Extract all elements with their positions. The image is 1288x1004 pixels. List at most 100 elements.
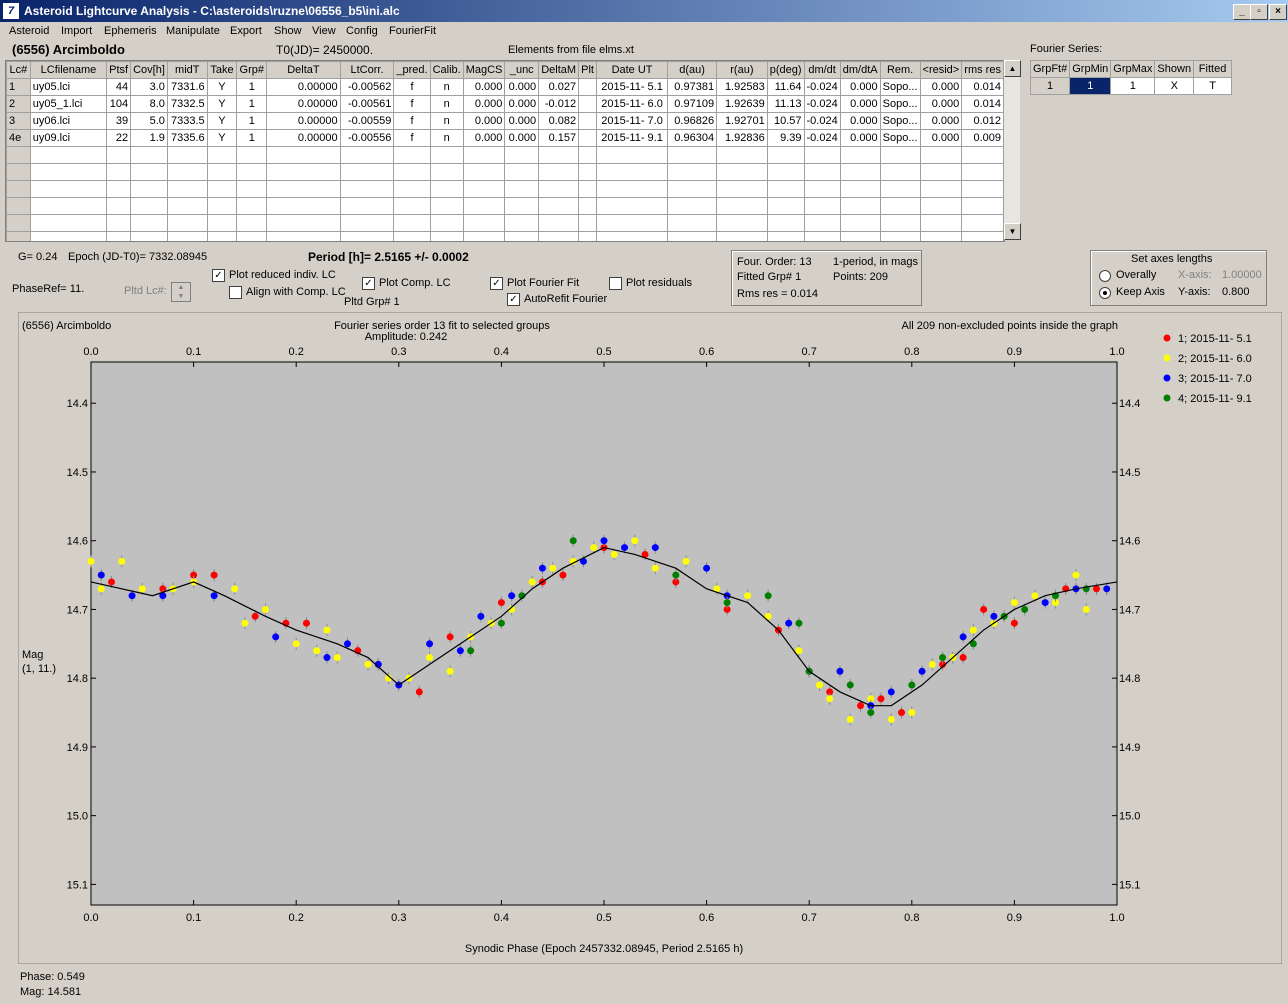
empty-cell[interactable] [803, 163, 841, 181]
empty-cell[interactable] [879, 180, 921, 198]
table-cell[interactable]: 2015-11- 6.0 [596, 95, 669, 113]
table-cell[interactable]: 0.00000 [266, 78, 341, 96]
empty-cell[interactable] [206, 146, 238, 164]
table-cell[interactable]: -0.00556 [339, 129, 395, 147]
table-cell[interactable]: 7335.6 [166, 129, 208, 147]
empty-cell[interactable] [839, 197, 881, 215]
table-cell[interactable]: 0.014 [961, 78, 1004, 96]
fs-cell-grpft[interactable]: 1 [1029, 77, 1071, 95]
autorefit-checkbox[interactable]: ✓ [507, 293, 520, 306]
empty-cell[interactable] [716, 163, 768, 181]
empty-cell[interactable] [339, 146, 395, 164]
empty-cell[interactable] [919, 231, 963, 241]
empty-cell[interactable] [538, 197, 580, 215]
table-cell[interactable]: 0.000 [919, 78, 963, 96]
table-cell[interactable]: 104 [106, 95, 132, 113]
empty-row[interactable] [6, 197, 1004, 215]
table-cell[interactable]: 0.000 [504, 78, 540, 96]
empty-cell[interactable] [206, 197, 238, 215]
empty-cell[interactable] [667, 197, 718, 215]
table-cell[interactable] [578, 112, 598, 130]
lightcurve-chart[interactable]: (6556) Arcimboldo Fourier series order 13… [18, 312, 1282, 964]
table-cell[interactable] [578, 129, 598, 147]
empty-cell[interactable] [961, 214, 1004, 232]
table-cell[interactable]: 1.9 [130, 129, 168, 147]
empty-cell[interactable] [879, 197, 921, 215]
empty-cell[interactable] [667, 231, 718, 241]
table-cell[interactable]: 2015-11- 9.1 [596, 129, 669, 147]
empty-cell[interactable] [339, 231, 395, 241]
empty-cell[interactable] [106, 214, 132, 232]
table-row[interactable]: 3 uy06.lci 39 5.0 7333.5 Y 1 0.00000 -0.00559 f n 0… [6, 112, 1004, 130]
table-cell[interactable]: 0.000 [462, 95, 506, 113]
menu-fourierfit[interactable]: FourierFit [389, 25, 437, 37]
table-cell[interactable]: 44 [106, 78, 132, 96]
table-cell[interactable]: 3 [6, 112, 31, 130]
empty-cell[interactable] [578, 197, 598, 215]
table-cell[interactable]: 4e [6, 129, 31, 147]
empty-cell[interactable] [29, 163, 108, 181]
column-header[interactable]: dm/dt [803, 61, 841, 79]
empty-cell[interactable] [766, 180, 805, 198]
empty-cell[interactable] [839, 163, 881, 181]
table-row[interactable]: 4e uy09.lci 22 1.9 7335.6 Y 1 0.00000 -0.00556 f n… [6, 129, 1004, 147]
table-cell[interactable]: 22 [106, 129, 132, 147]
empty-cell[interactable] [393, 214, 431, 232]
table-cell[interactable]: 0.97109 [667, 95, 718, 113]
empty-cell[interactable] [206, 180, 238, 198]
empty-cell[interactable] [504, 163, 540, 181]
empty-cell[interactable] [339, 214, 395, 232]
empty-cell[interactable] [596, 163, 669, 181]
table-cell[interactable]: 0.000 [839, 78, 881, 96]
table-cell[interactable]: 1.92701 [716, 112, 768, 130]
table-cell[interactable]: 0.000 [462, 78, 506, 96]
table-cell[interactable]: uy06.lci [29, 112, 108, 130]
empty-cell[interactable] [166, 231, 208, 241]
empty-cell[interactable] [29, 146, 108, 164]
menu-export[interactable]: Export [230, 25, 262, 37]
table-cell[interactable]: 0.157 [538, 129, 580, 147]
empty-cell[interactable] [803, 214, 841, 232]
empty-cell[interactable] [206, 231, 238, 241]
table-cell[interactable]: 0.96826 [667, 112, 718, 130]
empty-row[interactable] [6, 163, 1004, 181]
empty-cell[interactable] [106, 197, 132, 215]
table-cell[interactable]: 0.082 [538, 112, 580, 130]
empty-cell[interactable] [839, 180, 881, 198]
plot-reduced-checkbox[interactable]: ✓ [212, 269, 225, 282]
table-cell[interactable]: 0.97381 [667, 78, 718, 96]
empty-cell[interactable] [339, 180, 395, 198]
empty-cell[interactable] [538, 163, 580, 181]
menu-manipulate[interactable]: Manipulate [166, 25, 220, 37]
table-cell[interactable]: 0.000 [919, 95, 963, 113]
empty-cell[interactable] [462, 180, 506, 198]
empty-cell[interactable] [266, 214, 341, 232]
table-cell[interactable]: 7332.5 [166, 95, 208, 113]
plot-comp-checkbox[interactable]: ✓ [362, 277, 375, 290]
column-header[interactable]: Grp# [236, 61, 268, 79]
close-icon[interactable]: × [1269, 4, 1287, 20]
column-header[interactable]: Cov[h] [130, 61, 168, 79]
minimize-icon[interactable]: _ [1233, 4, 1251, 20]
column-header[interactable]: _unc [504, 61, 540, 79]
table-cell[interactable]: 1 [236, 78, 268, 96]
table-cell[interactable]: n [429, 78, 464, 96]
table-cell[interactable]: 11.13 [766, 95, 805, 113]
table-cell[interactable]: -0.00559 [339, 112, 395, 130]
empty-cell[interactable] [393, 180, 431, 198]
empty-cell[interactable] [206, 214, 238, 232]
empty-cell[interactable] [879, 231, 921, 241]
empty-row[interactable] [6, 231, 1004, 241]
fs-cell-grpmin[interactable]: 1 [1069, 77, 1112, 95]
table-cell[interactable]: Sopo... [879, 112, 921, 130]
empty-cell[interactable] [429, 146, 464, 164]
table-cell[interactable]: f [393, 78, 431, 96]
empty-cell[interactable] [879, 146, 921, 164]
table-cell[interactable]: -0.024 [803, 129, 841, 147]
empty-row[interactable] [6, 146, 1004, 164]
table-cell[interactable]: 0.000 [462, 112, 506, 130]
empty-cell[interactable] [596, 146, 669, 164]
empty-cell[interactable] [130, 180, 168, 198]
table-cell[interactable]: 11.64 [766, 78, 805, 96]
empty-cell[interactable] [6, 214, 31, 232]
